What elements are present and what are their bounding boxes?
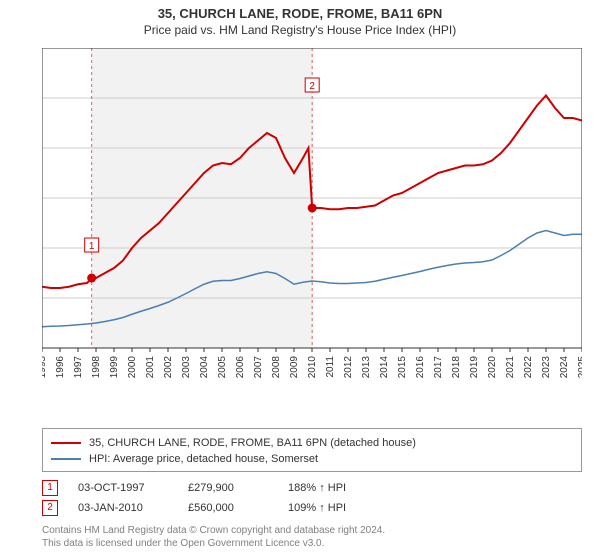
sale-row-1: 1 03-OCT-1997 £279,900 188% ↑ HPI xyxy=(42,480,582,496)
sale-marker-2: 2 xyxy=(42,500,58,516)
sale-row-2: 2 03-JAN-2010 £560,000 109% ↑ HPI xyxy=(42,500,582,516)
legend-label-hpi: HPI: Average price, detached house, Some… xyxy=(89,451,318,467)
svg-text:1997: 1997 xyxy=(73,356,84,379)
svg-text:1: 1 xyxy=(89,241,95,252)
legend-swatch-property xyxy=(51,442,81,444)
sale-price-1: £279,900 xyxy=(188,482,268,494)
licence-line1: Contains HM Land Registry data © Crown c… xyxy=(42,525,385,536)
sale-pct-2: 109% ↑ HPI xyxy=(288,502,346,514)
svg-text:2016: 2016 xyxy=(415,356,426,379)
chart-title-line2: Price paid vs. HM Land Registry's House … xyxy=(0,21,600,37)
chart-svg: £0£200K£400K£600K£800K£1M£1.2M1995199619… xyxy=(42,48,582,388)
legend-row-hpi: HPI: Average price, detached house, Some… xyxy=(51,451,573,467)
svg-text:1995: 1995 xyxy=(42,356,48,379)
svg-text:2006: 2006 xyxy=(235,356,246,379)
licence-line2: This data is licensed under the Open Gov… xyxy=(42,538,324,549)
legend-label-property: 35, CHURCH LANE, RODE, FROME, BA11 6PN (… xyxy=(89,435,416,451)
svg-text:2024: 2024 xyxy=(559,356,570,379)
svg-text:2007: 2007 xyxy=(253,356,264,379)
sale-date-2: 03-JAN-2010 xyxy=(78,502,168,514)
chart-title-line1: 35, CHURCH LANE, RODE, FROME, BA11 6PN xyxy=(0,0,600,21)
legend-swatch-hpi xyxy=(51,458,81,460)
sale-price-2: £560,000 xyxy=(188,502,268,514)
svg-text:2008: 2008 xyxy=(271,356,282,379)
svg-text:2025: 2025 xyxy=(577,356,582,379)
licence-text: Contains HM Land Registry data © Crown c… xyxy=(42,524,582,550)
svg-text:2015: 2015 xyxy=(397,356,408,379)
chart-plot-area: £0£200K£400K£600K£800K£1M£1.2M1995199619… xyxy=(42,48,582,388)
svg-text:2010: 2010 xyxy=(307,356,318,379)
legend-row-property: 35, CHURCH LANE, RODE, FROME, BA11 6PN (… xyxy=(51,435,573,451)
legend-box: 35, CHURCH LANE, RODE, FROME, BA11 6PN (… xyxy=(42,428,582,550)
svg-text:2017: 2017 xyxy=(433,356,444,379)
svg-text:2012: 2012 xyxy=(343,356,354,379)
svg-text:2014: 2014 xyxy=(379,356,390,379)
svg-text:2003: 2003 xyxy=(181,356,192,379)
svg-text:2009: 2009 xyxy=(289,356,300,379)
svg-text:2020: 2020 xyxy=(487,356,498,379)
svg-text:2013: 2013 xyxy=(361,356,372,379)
svg-text:2002: 2002 xyxy=(163,356,174,379)
chart-container: 35, CHURCH LANE, RODE, FROME, BA11 6PN P… xyxy=(0,0,600,560)
svg-text:2011: 2011 xyxy=(325,356,336,378)
sale-marker-1: 1 xyxy=(42,480,58,496)
sale-date-1: 03-OCT-1997 xyxy=(78,482,168,494)
svg-text:2018: 2018 xyxy=(451,356,462,379)
svg-text:2004: 2004 xyxy=(199,356,210,379)
svg-text:2000: 2000 xyxy=(127,356,138,379)
svg-text:2019: 2019 xyxy=(469,356,480,379)
sale-pct-1: 188% ↑ HPI xyxy=(288,482,346,494)
svg-text:2021: 2021 xyxy=(505,356,516,379)
svg-text:2: 2 xyxy=(309,81,315,92)
svg-text:2022: 2022 xyxy=(523,356,534,379)
svg-text:2001: 2001 xyxy=(145,356,156,379)
svg-text:1996: 1996 xyxy=(55,356,66,379)
svg-text:2023: 2023 xyxy=(541,356,552,379)
svg-text:1998: 1998 xyxy=(91,356,102,379)
svg-text:2005: 2005 xyxy=(217,356,228,379)
svg-text:1999: 1999 xyxy=(109,356,120,379)
